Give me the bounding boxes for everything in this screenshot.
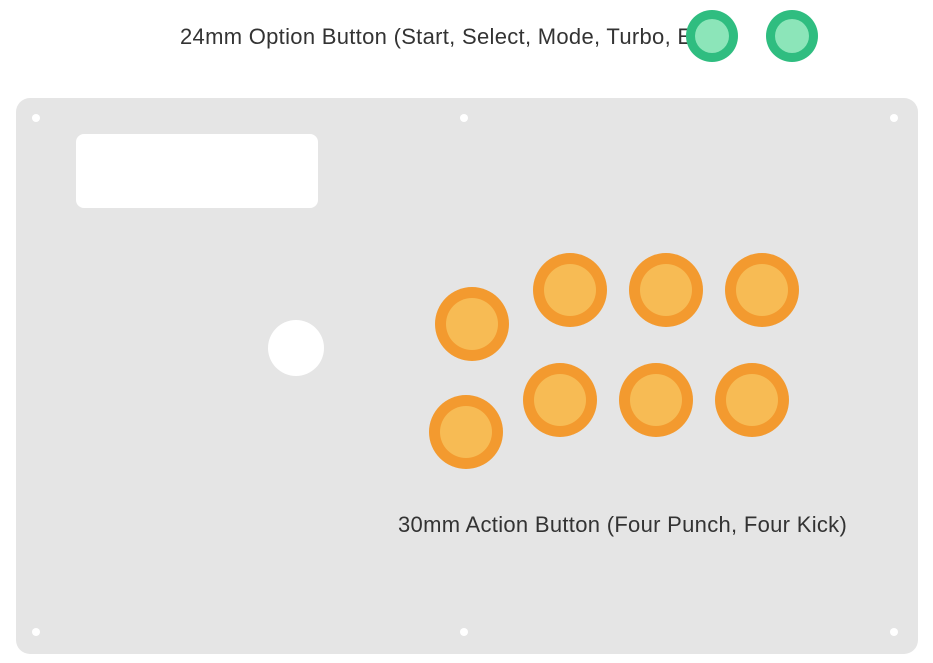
fightstick-panel <box>16 98 918 654</box>
action-button <box>523 363 597 437</box>
action-button-face <box>534 374 586 426</box>
screw-hole <box>890 628 898 636</box>
action-button-face <box>630 374 682 426</box>
action-button-face <box>640 264 692 316</box>
action-button <box>533 253 607 327</box>
screw-hole <box>32 628 40 636</box>
option-button-label-text: 24mm Option Button (Start, Select, Mode,… <box>180 24 724 49</box>
option-button <box>686 10 738 62</box>
action-button <box>715 363 789 437</box>
screw-hole <box>890 114 898 122</box>
action-button-face <box>446 298 498 350</box>
option-button <box>766 10 818 62</box>
action-button <box>725 253 799 327</box>
option-button-label: 24mm Option Button (Start, Select, Mode,… <box>180 24 724 50</box>
action-button-face <box>440 406 492 458</box>
action-button-label: 30mm Action Button (Four Punch, Four Kic… <box>398 512 847 538</box>
screw-hole <box>460 628 468 636</box>
action-button <box>629 253 703 327</box>
action-button-face <box>544 264 596 316</box>
panel-cutout <box>76 134 318 208</box>
option-button-face <box>775 19 809 53</box>
action-button-label-text: 30mm Action Button (Four Punch, Four Kic… <box>398 512 847 537</box>
action-button <box>619 363 693 437</box>
screw-hole <box>460 114 468 122</box>
action-button <box>429 395 503 469</box>
action-button-face <box>726 374 778 426</box>
option-button-face <box>695 19 729 53</box>
action-button-face <box>736 264 788 316</box>
joystick-hole <box>268 320 324 376</box>
screw-hole <box>32 114 40 122</box>
action-button <box>435 287 509 361</box>
